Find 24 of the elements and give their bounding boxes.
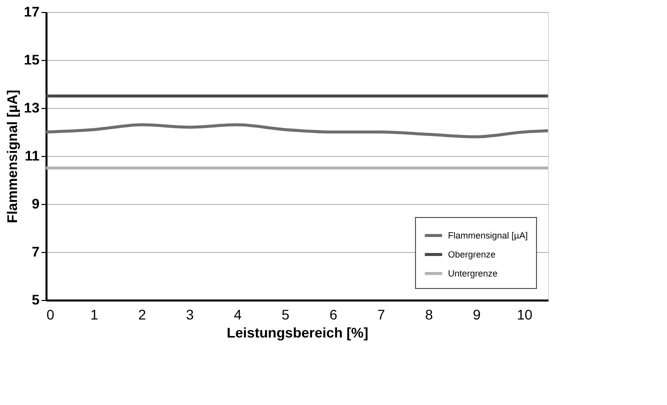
x-tick-label: 2	[138, 306, 146, 322]
x-tick-label: 4	[234, 306, 242, 322]
line-series	[44, 123, 550, 138]
y-tick-label: 13	[24, 100, 40, 116]
y-tick-label: 11	[24, 148, 40, 164]
x-axis-title: Leistungsbereich [%]	[226, 324, 368, 340]
legend-label: Flammensignal [µA]	[448, 230, 528, 240]
legend-label: Untergrenze	[448, 268, 498, 278]
x-tick-label: 1	[90, 306, 98, 322]
x-tick-label: 10	[516, 306, 533, 322]
y-axis-title: Flammensignal [µA]	[4, 90, 20, 224]
legend-label: Obergrenze	[448, 250, 496, 260]
x-tick-label: 5	[282, 306, 290, 322]
y-tick-label: 7	[32, 244, 40, 260]
x-tick-label: 3	[186, 306, 194, 322]
y-tick-label: 9	[32, 196, 40, 212]
x-tick-label: 6	[329, 306, 338, 322]
x-tick-label: 0	[46, 306, 54, 322]
y-tick-label: 17	[24, 4, 40, 20]
y-tick-label: 5	[32, 292, 40, 308]
x-tick-label: 7	[377, 306, 386, 322]
x-tick-label: 8	[425, 306, 434, 322]
x-tick-label: 9	[472, 306, 481, 322]
y-tick-label: 15	[24, 52, 40, 68]
